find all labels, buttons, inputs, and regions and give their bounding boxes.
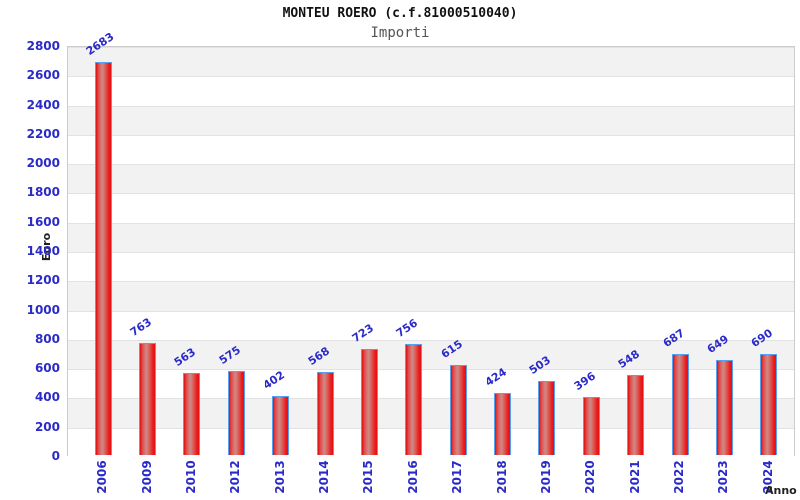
y-tick-label: 600: [34, 361, 60, 376]
grid-band: [68, 310, 794, 340]
grid-band: [68, 281, 794, 311]
y-tick-label: 1600: [26, 214, 60, 229]
bar-value-label: 723: [349, 321, 376, 346]
x-tick-label-2016: 2016: [405, 460, 420, 494]
grid-band: [68, 193, 794, 223]
bar-value-label: 756: [394, 316, 421, 341]
x-tick-label-2021: 2021: [627, 460, 642, 494]
bar-value-label: 402: [260, 368, 288, 393]
x-tick-label-2015: 2015: [361, 460, 376, 494]
bar-value-label: 575: [216, 343, 243, 367]
y-tick-label: 2000: [26, 156, 60, 171]
bar-2016: [405, 344, 423, 455]
x-tick-label-2009: 2009: [139, 460, 154, 494]
x-tick-label-2022: 2022: [672, 460, 687, 494]
x-tick-label-2017: 2017: [450, 460, 465, 494]
x-tick-label-2018: 2018: [494, 460, 509, 494]
bar-value-label: 649: [704, 332, 731, 356]
bar-2018: [494, 392, 512, 455]
bar-2009: [139, 343, 157, 455]
x-tick-label-2013: 2013: [272, 460, 287, 494]
y-tick-label: 0: [51, 449, 60, 463]
bar-2022: [671, 354, 689, 455]
bar-2012: [227, 370, 245, 455]
plot-area: 2683 763 563 575 402 568 723 756 615 424 503 396 548…: [67, 30, 795, 457]
y-tick-label: 800: [34, 331, 60, 346]
bar-value-label: 503: [527, 353, 554, 378]
bar-2006: [94, 62, 112, 455]
bar-value-label: 690: [749, 326, 776, 350]
bar-2019: [538, 381, 556, 455]
x-axis-title: Anno: [765, 484, 797, 497]
grid-band: [68, 134, 794, 165]
x-tick-label-2010: 2010: [183, 460, 198, 494]
x-tick-label-2014: 2014: [317, 460, 332, 494]
bar-2013: [272, 396, 290, 455]
y-tick-label: 1200: [26, 273, 60, 288]
bar-2023: [715, 359, 733, 455]
grid-band: [68, 164, 794, 194]
bar-2021: [627, 374, 645, 455]
x-tick-label-2006: 2006: [95, 460, 110, 494]
bar-2024: [760, 353, 778, 455]
bar-value-label: 563: [172, 344, 199, 369]
x-tick-label-2012: 2012: [228, 460, 243, 494]
bar-2015: [360, 349, 378, 455]
x-tick-label-2020: 2020: [583, 460, 598, 494]
y-tick-label: 2800: [26, 39, 60, 53]
grid-band: [68, 252, 794, 282]
y-tick-label: 2400: [26, 97, 60, 112]
y-tick-label: 400: [34, 390, 60, 405]
bar-2020: [582, 397, 600, 455]
bar-value-label: 763: [127, 315, 155, 340]
y-tick-label: 2200: [26, 126, 60, 141]
bar-2014: [316, 371, 334, 455]
y-tick-label: 1400: [26, 244, 60, 258]
grid-band: [68, 222, 794, 252]
y-tick-label: 1000: [26, 302, 60, 317]
grid-band: [68, 105, 794, 135]
chart-subtitle: Importi: [370, 25, 430, 41]
x-tick-label-2019: 2019: [538, 460, 553, 494]
bar-value-label: 396: [571, 369, 598, 393]
bars-container: 2683 763 563 575 402 568 723 756 615 424 503 396 548…: [81, 30, 791, 455]
grid-band: [68, 47, 794, 77]
bar-value-label: 615: [438, 337, 465, 361]
bar-value-label: 568: [305, 344, 332, 368]
bar-value-label: 548: [615, 347, 643, 371]
x-tick-label-2023: 2023: [716, 460, 731, 494]
bar-2010: [183, 372, 201, 455]
bar-value-label: 687: [660, 326, 687, 351]
bar-value-label: 424: [482, 365, 510, 389]
chart-title: MONTEU ROERO (c.f.81000510040): [282, 6, 518, 21]
y-tick-label: 2600: [26, 68, 60, 83]
bar-2017: [449, 364, 467, 455]
y-tick-label: 1800: [26, 185, 60, 200]
grid-band: [68, 76, 794, 106]
y-tick-label: 200: [34, 419, 60, 434]
